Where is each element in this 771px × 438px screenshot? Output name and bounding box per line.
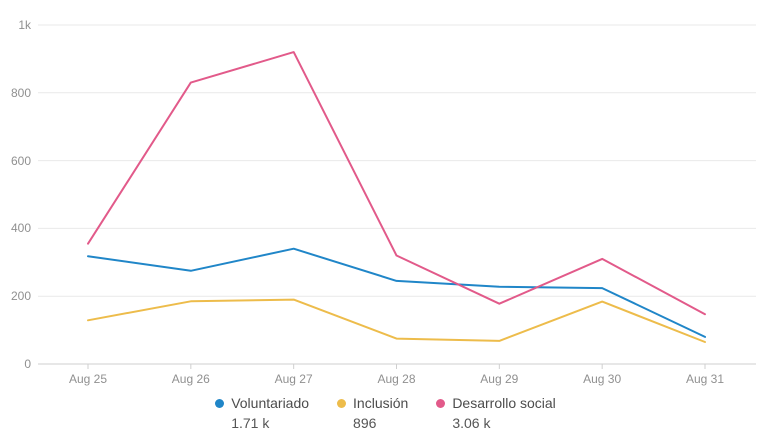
series-dot-icon xyxy=(337,398,347,408)
y-axis-label: 400 xyxy=(10,221,31,236)
x-axis-label: Aug 27 xyxy=(274,372,313,386)
series-name: Desarrollo social xyxy=(452,395,556,411)
series-total: 3.06 k xyxy=(452,415,491,431)
y-axis-label: 600 xyxy=(10,153,31,168)
series-dot-icon xyxy=(215,398,225,408)
legend-item-row: Voluntariado xyxy=(215,393,309,413)
series-line-2 xyxy=(87,51,706,316)
x-axis-label: Aug 30 xyxy=(583,372,622,386)
series-total: 896 xyxy=(353,415,377,431)
x-axis-label: Aug 31 xyxy=(685,372,725,386)
x-axis-label: Aug 28 xyxy=(377,372,416,386)
legend-item-row: Desarrollo social xyxy=(436,393,556,413)
y-axis-label: 200 xyxy=(10,289,31,304)
series-line-0 xyxy=(87,247,706,338)
legend-item-0[interactable]: Voluntariado 1.71 k xyxy=(215,393,309,433)
legend: Voluntariado 1.71 k Inclusión 896 Desarrollo… xyxy=(0,393,771,433)
legend-item-2[interactable]: Desarrollo social 3.06 k xyxy=(436,393,556,433)
series-total: 1.71 k xyxy=(231,415,270,431)
y-axis-label: 0 xyxy=(24,357,31,371)
y-axis-label: 1k xyxy=(18,18,31,32)
series-line-1 xyxy=(87,298,706,343)
legend-item-row: Inclusión xyxy=(337,393,408,413)
series-dot-icon xyxy=(436,398,446,408)
series-lines xyxy=(87,51,706,343)
legend-item-1[interactable]: Inclusión 896 xyxy=(337,393,408,433)
x-axis-label: Aug 29 xyxy=(480,372,519,386)
x-axis-label: Aug 26 xyxy=(171,372,210,386)
gridlines xyxy=(38,24,756,297)
series-name: Inclusión xyxy=(353,395,409,411)
x-axis xyxy=(38,363,756,369)
x-axis-label: Aug 25 xyxy=(68,372,108,386)
series-name: Voluntariado xyxy=(231,395,310,411)
y-axis-label: 800 xyxy=(10,85,31,100)
